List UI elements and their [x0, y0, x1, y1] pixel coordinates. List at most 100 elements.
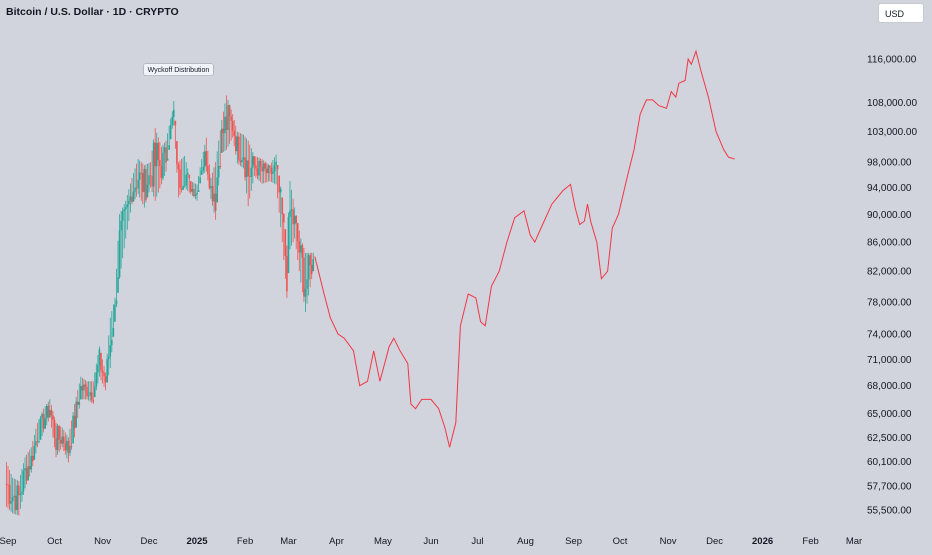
candle-body [283, 213, 285, 223]
candle-body [194, 194, 197, 197]
candle-body [250, 167, 253, 177]
candle-body [38, 441, 40, 443]
candle-body [248, 176, 251, 177]
candle-body [290, 209, 293, 211]
price-tick-label: 55,500.00 [867, 506, 912, 517]
candle-body [30, 455, 33, 470]
candle-body [72, 415, 74, 444]
time-tick-label: Oct [613, 536, 628, 547]
candle-body [159, 160, 161, 167]
candle-body [279, 188, 282, 193]
candle-body [41, 413, 43, 419]
candle-body [118, 230, 121, 278]
candle-body [172, 109, 175, 117]
candle-body [8, 484, 11, 504]
candle-body [222, 128, 225, 134]
time-tick-label: 2025 [186, 536, 208, 547]
time-tick-label: Nov [660, 536, 677, 547]
candle-body [171, 116, 174, 125]
time-tick-label: Mar [846, 536, 862, 547]
candle-body [162, 152, 164, 179]
price-tick-label: 60,100.00 [867, 457, 912, 468]
currency-button[interactable]: USD [878, 3, 924, 23]
candle-body [42, 413, 45, 429]
time-tick-label: Jul [471, 536, 483, 547]
candle-body [142, 172, 144, 193]
candle-body [278, 175, 280, 193]
candle-body [239, 160, 242, 163]
candle-body [84, 384, 87, 388]
candle-body [76, 401, 79, 405]
price-tick-label: 74,000.00 [867, 330, 912, 341]
candle-body [272, 171, 274, 174]
time-tick-label: Apr [329, 536, 344, 547]
candle-body [98, 349, 101, 366]
candle-body [221, 128, 223, 153]
candle-body [97, 365, 99, 373]
candle-body [35, 441, 37, 446]
candle-body [269, 165, 271, 168]
candle-body [231, 120, 234, 131]
price-tick-label: 90,000.00 [867, 210, 912, 221]
candle-body [310, 264, 313, 275]
candle-body [214, 193, 217, 211]
price-axis[interactable]: 116,000.00 108,000.00 103,000.00 98,000.00 9… [867, 55, 917, 517]
candle-body [81, 385, 84, 391]
chart-title: Bitcoin / U.S. Dollar · 1D · CRYPTO [6, 6, 179, 18]
candle-body [86, 387, 88, 397]
candle-body [202, 166, 205, 171]
candle-body [21, 491, 23, 495]
candle-body [236, 136, 239, 152]
time-tick-label: Sep [565, 536, 582, 547]
candle-body [242, 157, 245, 160]
candle-body [69, 445, 71, 454]
candle-body [121, 211, 124, 221]
candle-body [49, 410, 51, 418]
candle-body [233, 130, 236, 137]
candle-body [10, 501, 12, 504]
price-tick-label: 86,000.00 [867, 238, 912, 249]
candle-body [135, 187, 138, 189]
candle-body [190, 181, 192, 192]
candle-body [199, 177, 201, 184]
time-axis[interactable]: Sep Oct Nov Dec 2025 Feb Mar Apr May Jun Jul Aug Sep… [0, 536, 862, 547]
candle-body [50, 410, 53, 416]
candle-body [61, 436, 64, 444]
annotation-label: Wyckoff Distribution [148, 67, 210, 74]
candle-body [58, 425, 60, 440]
candle-body [11, 497, 14, 502]
candle-body [75, 401, 77, 428]
candle-body [95, 372, 98, 387]
candle-body [128, 200, 130, 205]
candle-body [312, 259, 315, 272]
candle-body [287, 216, 290, 274]
candle-body [31, 455, 34, 462]
candle-body [293, 215, 296, 225]
candle-body [53, 419, 56, 438]
candle-body [107, 356, 110, 360]
candle-body [275, 161, 277, 166]
candle-body [28, 466, 31, 470]
time-tick-label: Feb [802, 536, 818, 547]
candle-body [70, 445, 73, 447]
candle-body [255, 165, 257, 169]
candle-body [284, 229, 287, 257]
time-tick-label: Mar [280, 536, 296, 547]
candle-body [219, 166, 222, 167]
candle-body [145, 168, 147, 201]
candle-body [245, 160, 248, 178]
candle-body [186, 172, 189, 175]
candle-body [228, 105, 231, 117]
time-tick-label: Dec [706, 536, 723, 547]
candle-body [205, 151, 208, 166]
candle-body [289, 210, 291, 217]
price-tick-label: 71,000.00 [867, 355, 912, 366]
candle-body [193, 188, 195, 197]
candle-body [261, 166, 263, 172]
time-tick-label: Oct [47, 536, 62, 547]
price-tick-label: 116,000.00 [867, 55, 917, 66]
candle-body [234, 136, 237, 152]
